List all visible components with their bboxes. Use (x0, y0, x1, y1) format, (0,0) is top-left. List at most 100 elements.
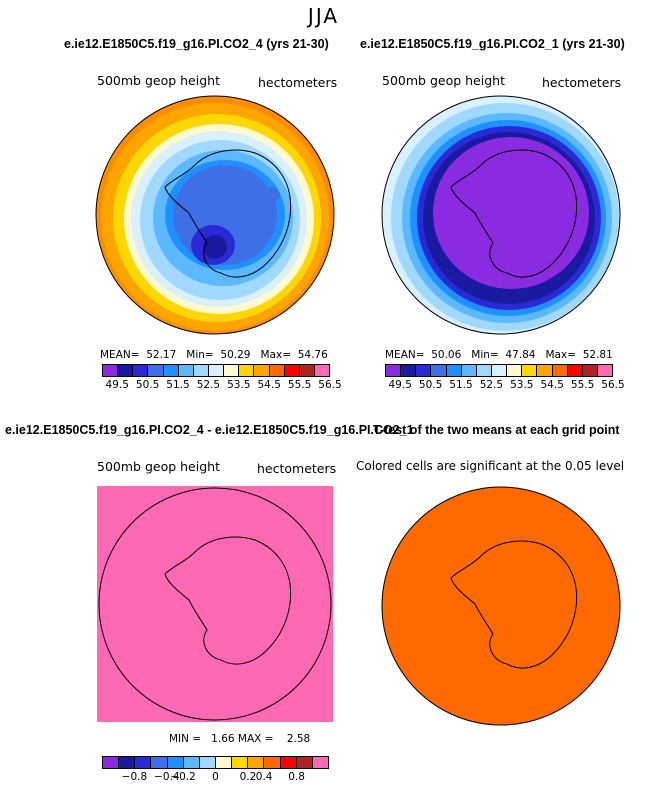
colorbar-top-right (385, 364, 613, 377)
colorbar-tick-label: 0.8 (288, 771, 305, 783)
panel-title-bottom-left: e.ie12.E1850C5.f19_g16.PI.CO2_4 - e.ie12… (5, 423, 414, 437)
colorbar-cell (167, 757, 184, 768)
colorbar-tick-label: 56.5 (601, 379, 625, 391)
colorbar-cell (461, 365, 477, 376)
colorbar-cell (183, 757, 200, 768)
colorbar-cell (163, 365, 179, 376)
colorbar-ticks-top-right: 49.5 50.5 51.5 52.5 53.5 54.5 55.5 56.5 (385, 379, 624, 393)
colorbar-cell (248, 757, 265, 768)
colorbar-tick-label: 55.5 (570, 379, 595, 391)
map-bottom-right (381, 486, 621, 726)
map-top-left (95, 95, 335, 335)
colorbar-cell (118, 365, 134, 376)
colorbar-cell (103, 365, 119, 376)
colorbar-tick-label: 51.5 (166, 379, 190, 391)
mean-value: 50.06 (431, 349, 462, 361)
colorbar-tick-label: 0.4 (255, 771, 273, 783)
field-label-top-right: 500mb geop height (382, 73, 505, 88)
colorbar-cell (151, 757, 168, 768)
colorbar-cell (135, 757, 152, 768)
colorbar-cell (148, 365, 164, 376)
colorbar-cell (119, 757, 136, 768)
colorbar-cell (264, 757, 281, 768)
min-label: Min= (471, 349, 499, 361)
colorbar-cell (567, 365, 583, 376)
panel-title-bottom-right: T-test of the two means at each grid poi… (373, 423, 620, 437)
stats-bottom-left: MIN = 1.66 MAX = 2.58 (169, 733, 310, 745)
colorbar-tick-label: −0.8 (121, 771, 148, 783)
max-value: 54.76 (297, 349, 328, 361)
max-label: Max= (545, 349, 577, 361)
colorbar-tick-label: 56.5 (318, 379, 342, 391)
panel-title-top-right: e.ie12.E1850C5.f19_g16.PI.CO2_1 (yrs 21-… (360, 37, 625, 51)
stats-top-right: MEAN= 50.06 Min= 47.84 Max= 52.81 (385, 349, 613, 361)
colorbar-cell (215, 757, 233, 768)
season-title: JJA (307, 4, 340, 28)
min-value: 50.29 (220, 349, 251, 361)
colorbar-tick-label: 0 (212, 771, 219, 783)
panel-title-top-left: e.ie12.E1850C5.f19_g16.PI.CO2_4 (yrs 21-… (64, 37, 329, 51)
colorbar-tick-label: −0.4 (154, 771, 180, 783)
colorbar-tick-label: 52.5 (479, 379, 504, 391)
colorbar-cell (431, 365, 447, 376)
mean-label: MEAN= (385, 349, 425, 361)
colorbar-tick-label: 49.5 (105, 379, 129, 391)
field-label-top-left: 500mb geop height (97, 73, 220, 88)
map-top-right (381, 95, 621, 335)
mean-label: MEAN= (100, 349, 140, 361)
colorbar-bottom-left (102, 756, 329, 769)
colorbar-tick-label: 53.5 (227, 379, 251, 391)
colorbar-cell (178, 365, 194, 376)
colorbar-tick-label: 50.5 (135, 379, 160, 391)
colorbar-tick-label: 0.2 (239, 771, 257, 783)
colorbar-cell (386, 365, 402, 376)
colorbar-cell (522, 365, 538, 376)
colorbar-cell (582, 365, 598, 376)
subtitle-bottom-right: Colored cells are significant at the 0.0… (356, 459, 625, 473)
colorbar-cell (507, 365, 523, 376)
max-label: MAX = (237, 733, 274, 745)
colorbar-tick-label: 54.5 (257, 379, 281, 391)
colorbar-cell (232, 757, 249, 768)
colorbar-cell (269, 365, 285, 376)
colorbar-cell (224, 365, 240, 376)
colorbar-cell (284, 365, 300, 376)
colorbar-cell (103, 757, 120, 768)
colorbar-tick-label: 53.5 (510, 379, 534, 391)
min-value: 47.84 (505, 349, 536, 361)
colorbar-cell (299, 365, 315, 376)
colorbar-cell (552, 365, 568, 376)
colorbar-cell (537, 365, 553, 376)
field-label-bottom-left: 500mb geop height (97, 459, 220, 474)
min-label: Min= (186, 349, 214, 361)
colorbar-cell (476, 365, 492, 376)
min-label: MIN = (169, 733, 202, 745)
colorbar-cell (208, 365, 225, 376)
max-label: Max= (260, 349, 292, 361)
min-value: 1.66 (211, 733, 235, 745)
colorbar-cell (312, 757, 328, 768)
colorbar-cell (199, 757, 216, 768)
max-value: 52.81 (582, 349, 613, 361)
colorbar-top-left (102, 364, 330, 377)
colorbar-tick-label: 54.5 (540, 379, 564, 391)
colorbar-cell (401, 365, 417, 376)
colorbar-cell (254, 365, 270, 376)
colorbar-tick-label: 55.5 (287, 379, 312, 391)
colorbar-cell (491, 365, 508, 376)
colorbar-tick-label: −0.2 (170, 771, 196, 783)
colorbar-tick-label: 50.5 (418, 379, 443, 391)
units-label-top-right: hectometers (542, 75, 622, 90)
colorbar-tick-label: 49.5 (388, 379, 412, 391)
colorbar-ticks-bottom-left: −0.8 −0.4 −0.2 0 0.2 0.4 0.8 (102, 771, 329, 785)
colorbar-cell (133, 365, 149, 376)
max-value: 2.58 (286, 733, 311, 745)
colorbar-cell (314, 365, 330, 376)
mean-value: 52.17 (146, 349, 177, 361)
map-bottom-left (97, 486, 333, 722)
colorbar-cell (416, 365, 432, 376)
colorbar-cell (597, 365, 613, 376)
units-label-top-left: hectometers (258, 75, 338, 90)
colorbar-tick-label: 51.5 (449, 379, 473, 391)
colorbar-cell (280, 757, 297, 768)
